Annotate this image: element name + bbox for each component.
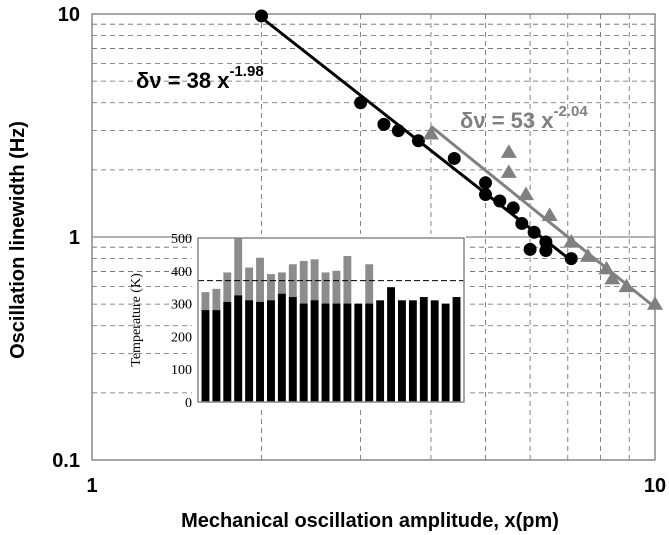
inset-black-bar (376, 300, 385, 402)
gray-data-point (647, 296, 663, 310)
inset-black-bar (354, 303, 363, 402)
y-axis-title: Oscillation linewidth (Hz) (7, 121, 29, 359)
x-tick-label: 10 (644, 475, 666, 497)
inset-black-bar (256, 301, 264, 402)
black-data-point (254, 9, 268, 23)
y-tick-label: 1 (69, 227, 80, 249)
black-data-point (479, 176, 493, 190)
gray-data-point (422, 125, 439, 140)
inset-black-bar (321, 303, 330, 402)
black-data-point (447, 151, 461, 165)
inset-chart: 0 100 200 300 400 500 Temperature (K) (129, 232, 466, 411)
inset-black-bar (201, 310, 210, 402)
inset-bars (201, 238, 461, 402)
inset-black-bar (343, 303, 352, 402)
gray-data-point (500, 164, 517, 178)
inset-black-bar (288, 297, 297, 402)
inset-black-bar (430, 300, 439, 402)
inset-y-axis-title: Temperature (K) (129, 273, 144, 367)
gray-fit-line (430, 125, 656, 309)
inset-black-bar (408, 300, 417, 402)
black-data-point (523, 242, 537, 256)
gray-data-point (517, 186, 534, 201)
inset-black-bar (310, 300, 319, 402)
inset-black-bar (419, 297, 428, 402)
inset-y-tick-label: 400 (171, 265, 192, 280)
inset-y-ticks: 0 100 200 300 400 500 (171, 232, 192, 411)
inset-black-bar (441, 303, 450, 402)
black-data-point (515, 216, 529, 230)
black-data-point (479, 188, 493, 202)
gray-data-point (598, 260, 615, 275)
svg-text:δν = 53 x-2.04: δν = 53 x-2.04 (460, 103, 588, 133)
data-markers (254, 9, 663, 310)
x-tick-label: 1 (86, 475, 97, 497)
y-tick-label: 10 (58, 4, 80, 26)
svg-text:δν = 38 x-1.98: δν = 38 x-1.98 (136, 63, 264, 93)
gray-fit-exponent: -2.04 (553, 103, 588, 120)
inset-y-tick-label: 100 (171, 363, 192, 378)
black-data-point (527, 225, 541, 239)
inset-black-bar (245, 300, 254, 402)
black-data-point (493, 194, 507, 208)
inset-black-bar (223, 301, 232, 402)
inset-y-tick-label: 300 (171, 298, 192, 313)
gray-fit-label: δν = 53 x (460, 108, 554, 133)
inset-black-bar (332, 303, 341, 402)
gray-data-point (541, 207, 558, 221)
inset-black-bar (299, 303, 308, 402)
inset-y-tick-label: 500 (171, 232, 192, 247)
inset-black-bar (452, 297, 461, 402)
inset-black-bar (267, 300, 275, 402)
plot-frame (91, 13, 656, 461)
inset-y-tick-label: 0 (185, 396, 192, 411)
inset-black-bar (365, 303, 374, 402)
inset-frame (197, 237, 465, 403)
gray-data-point (618, 278, 635, 293)
black-data-point (391, 124, 405, 138)
y-tick-label: 0.1 (52, 450, 80, 472)
black-data-point (411, 134, 425, 148)
black-data-point (539, 235, 553, 249)
inset-black-bar (387, 287, 395, 402)
inset-black-bar (398, 300, 406, 402)
inset-black-bar (212, 310, 221, 402)
black-fit-exponent: -1.98 (229, 63, 263, 80)
black-data-point (564, 252, 578, 266)
gray-data-point (579, 248, 596, 262)
main-tick-labels: 0.1 1 10 1 10 (52, 4, 666, 497)
inset-black-bar (234, 295, 243, 402)
black-data-point (377, 117, 391, 131)
black-fit-annotation: δν = 38 x-1.98 (136, 63, 264, 93)
gray-fit-annotation: δν = 53 x-2.04 (460, 103, 588, 133)
inset-black-bar (277, 293, 286, 402)
gray-data-point (604, 270, 621, 285)
black-data-point (354, 96, 368, 110)
inset-y-tick-label: 200 (171, 330, 192, 345)
black-data-point (506, 201, 520, 215)
black-fit-label: δν = 38 x (136, 68, 230, 93)
gray-data-point (563, 233, 580, 248)
gray-data-point (500, 144, 517, 158)
x-axis-title: Mechanical oscillation amplitude, x(pm) (181, 510, 559, 532)
